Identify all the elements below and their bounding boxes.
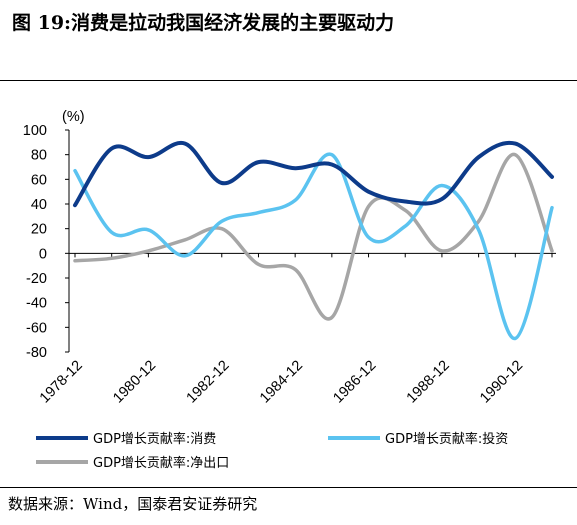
- y-axis-unit-label: (%): [62, 109, 85, 125]
- chart-title: 图 19:消费是拉动我国经济发展的主要驱动力: [12, 12, 395, 34]
- series-line-consumption: [73, 140, 554, 208]
- x-tick-label: 1980-12: [110, 358, 159, 407]
- x-tick-label: 1988-12: [404, 358, 453, 407]
- x-tick-label: 1982-12: [184, 358, 233, 407]
- y-tick-label: -20: [26, 271, 47, 287]
- legend-label: GDP增长贡献率:净出口: [93, 455, 229, 471]
- source-note: 数据来源：Wind，国泰君安证券研究: [8, 495, 258, 513]
- y-tick-label: -80: [26, 345, 47, 361]
- x-tick-label: 1990-12: [477, 358, 526, 407]
- y-tick-label: 60: [31, 172, 47, 188]
- series-line-net-exports: [73, 152, 554, 321]
- source-rule: [0, 487, 577, 488]
- y-tick-label: 100: [23, 123, 47, 139]
- x-axis-ticks: 1978-12 1980-12 1982-12 1984-12 1986-12 1988-…: [37, 253, 553, 407]
- x-tick-label: 1986-12: [330, 358, 379, 407]
- legend: GDP增长贡献率:消费 GDP增长贡献率:投资 GDP增长贡献率:净出口: [36, 431, 508, 471]
- legend-label: GDP增长贡献率:投资: [385, 431, 508, 447]
- series-line-investment: [73, 152, 554, 341]
- title-rule: [0, 80, 577, 81]
- x-tick-label: 1984-12: [257, 358, 306, 407]
- legend-label: GDP增长贡献率:消费: [93, 431, 216, 447]
- y-tick-label: 0: [39, 246, 47, 262]
- y-tick-label: -60: [26, 320, 47, 336]
- y-tick-label: 40: [31, 197, 47, 213]
- y-tick-label: 80: [31, 148, 47, 164]
- y-axis-ticks: 100 80 60 40 20 0 -20 -40 -60 -80: [23, 123, 69, 361]
- x-tick-label: 1978-12: [37, 358, 86, 407]
- y-tick-label: -40: [26, 296, 47, 312]
- y-tick-label: 20: [31, 222, 47, 238]
- series-layer: [73, 140, 554, 341]
